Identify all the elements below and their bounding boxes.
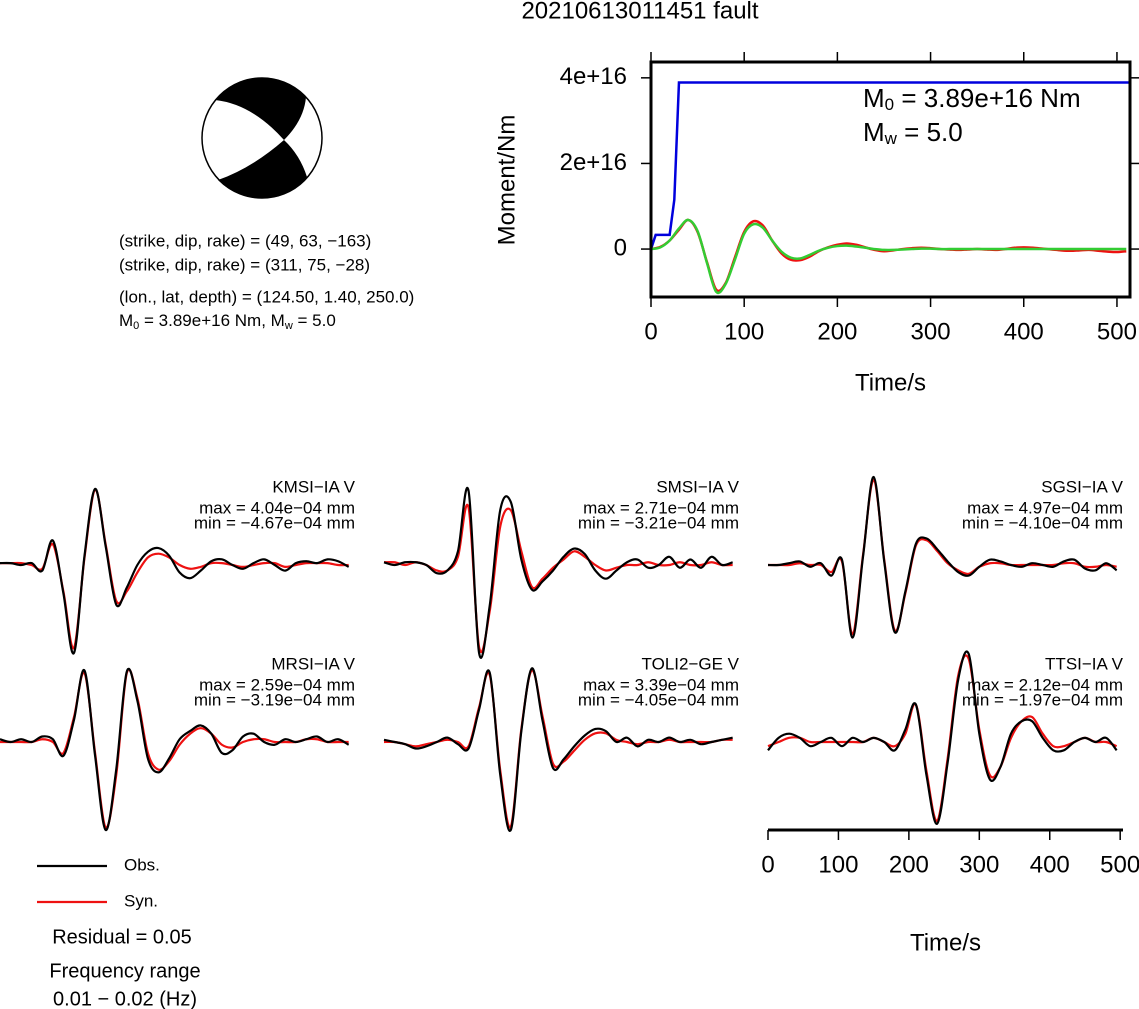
text-part: M: [863, 83, 885, 113]
x-tick-label: 200: [817, 318, 857, 345]
observed-trace: [383, 486, 734, 659]
observed-trace: [383, 667, 733, 832]
x-tick-label: 100: [818, 851, 858, 878]
min-label: min = −3.21e−04 mm: [578, 513, 739, 532]
station-label: MRSI−IA V: [271, 654, 355, 673]
x-tick-label: 100: [724, 318, 764, 345]
mechanism-line: (lon., lat, depth) = (124.50, 1.40, 250.…: [119, 287, 414, 306]
moment-annotation: Mw = 5.0: [863, 117, 963, 149]
legend-label: Syn.: [124, 891, 158, 910]
x-tick-label: 0: [761, 851, 774, 878]
mechanism-line: (strike, dip, rake) = (49, 63, −163): [119, 231, 371, 250]
min-label: min = −4.10e−04 mm: [962, 513, 1123, 532]
x-tick-label: 400: [1004, 318, 1044, 345]
text-part: M: [271, 311, 285, 330]
x-axis-label: Time/s: [855, 369, 926, 396]
max-label: max = 4.97e−04 mm: [967, 498, 1123, 517]
x-tick-label: 0: [644, 318, 657, 345]
y-axis-label: Moment/Nm: [493, 115, 520, 246]
beachball: [201, 77, 323, 199]
figure-title: 20210613011451 fault: [521, 0, 758, 24]
synthetic-trace: [383, 503, 733, 654]
beachball-quadrant: [218, 140, 307, 199]
moment-line: [651, 218, 1127, 295]
y-tick-label: 0: [614, 234, 627, 261]
frequency-label: Frequency range: [49, 960, 200, 982]
subscript: 0: [885, 95, 894, 114]
plot-frame: [649, 60, 1132, 299]
text-part: M: [119, 311, 133, 330]
max-label: max = 2.71e−04 mm: [583, 498, 739, 517]
synthetic-trace: [383, 669, 733, 829]
station-label: SMSI−IA V: [656, 477, 739, 496]
moment-annotation: M0 = 3.89e+16 Nm: [863, 83, 1081, 115]
text-part: M: [863, 117, 885, 147]
station-label: KMSI−IA V: [272, 477, 355, 496]
min-label: min = −3.19e−04 mm: [194, 690, 355, 709]
mechanism-line: (strike, dip, rake) = (311, 75, −28): [119, 255, 370, 274]
observed-trace: [0, 487, 350, 655]
x-tick-label: 500: [1097, 318, 1137, 345]
min-label: min = −4.67e−04 mm: [194, 513, 355, 532]
min-label: min = −4.05e−04 mm: [578, 690, 739, 709]
station-label: SGSI−IA V: [1041, 477, 1123, 496]
residual: Residual = 0.05: [52, 926, 192, 948]
max-label: max = 3.39e−04 mm: [583, 675, 739, 694]
legend-label: Obs.: [124, 855, 160, 874]
moment-line: [651, 81, 1130, 250]
observed-trace: [0, 667, 350, 832]
max-label: max = 2.59e−04 mm: [199, 675, 355, 694]
x-tick-label: 300: [911, 318, 951, 345]
x-axis-label: Time/s: [910, 929, 981, 956]
beachball-quadrant: [215, 77, 306, 140]
x-tick-label: 500: [1100, 851, 1139, 878]
moment-line: M0 = 3.89e+16 Nm, Mw = 5.0: [119, 311, 336, 331]
min-label: min = −1.97e−04 mm: [962, 690, 1123, 709]
subscript: w: [284, 320, 293, 332]
y-tick-label: 2e+16: [560, 149, 627, 176]
station-label: TTSI−IA V: [1045, 654, 1124, 673]
x-tick-label: 400: [1030, 851, 1070, 878]
max-label: max = 2.12e−04 mm: [967, 675, 1123, 694]
x-tick-label: 300: [959, 851, 999, 878]
text-part: = 3.89e+16 Nm: [894, 83, 1080, 113]
text-part: = 3.89e+16 Nm,: [139, 311, 270, 330]
text-part: = 5.0: [293, 311, 336, 330]
frequency-range: 0.01 − 0.02 (Hz): [53, 988, 197, 1009]
observed-trace: [767, 475, 1118, 639]
x-tick-label: 200: [889, 851, 929, 878]
subscript: w: [884, 129, 898, 148]
observed-trace: [767, 650, 1118, 825]
moment-line: [651, 218, 1127, 293]
text-part: = 5.0: [897, 117, 963, 147]
subscript: 0: [133, 320, 139, 332]
station-label: TOLI2−GE V: [642, 654, 740, 673]
y-tick-label: 4e+16: [560, 63, 627, 90]
series-group: [651, 81, 1130, 295]
moment-plot: 0 100 200 300 400 500 0 2e+16 4e+16 Time/s Moment/…: [493, 52, 1139, 396]
max-label: max = 4.04e−04 mm: [199, 498, 355, 517]
